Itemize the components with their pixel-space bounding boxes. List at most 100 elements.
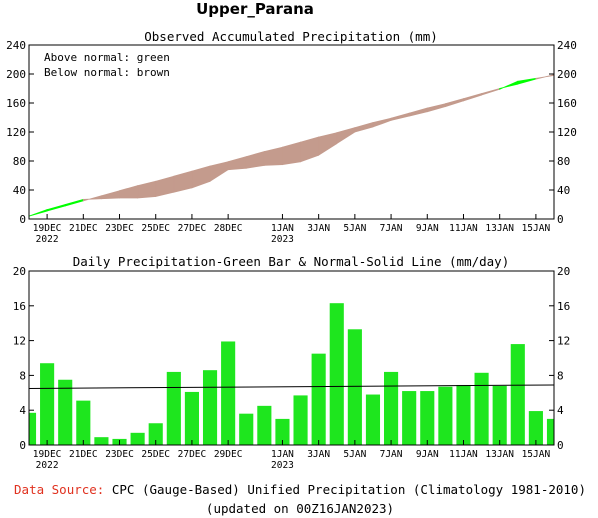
accumulated-ytick-label-left: 80 xyxy=(13,155,26,168)
daily-bar xyxy=(184,391,199,445)
accumulated-xtick-label: 27DEC xyxy=(178,223,207,234)
daily-bar xyxy=(166,371,181,445)
daily-bar xyxy=(58,379,73,445)
above-normal-area-segment xyxy=(64,198,84,207)
daily-bar xyxy=(347,329,362,445)
accumulated-year-label: 2023 xyxy=(271,234,294,245)
daily-xtick-label: 5JAN xyxy=(343,449,366,460)
accumulated-ytick-label-right: 240 xyxy=(557,39,577,52)
below-normal-area-segment xyxy=(390,112,410,121)
legend-below-normal: Below normal: brown xyxy=(44,66,170,79)
daily-bar xyxy=(546,418,554,445)
below-normal-area-segment xyxy=(463,93,482,102)
accumulated-xtick-label: 19DEC xyxy=(33,223,62,234)
daily-bar xyxy=(456,384,471,445)
below-normal-area-segment xyxy=(101,190,120,200)
updated-timestamp: (updated on 00Z16JAN2023) xyxy=(206,501,394,516)
data-source-spacer xyxy=(104,482,112,497)
accumulated-xtick-label: 21DEC xyxy=(69,223,98,234)
data-source-label: Data Source: xyxy=(14,482,104,497)
daily-plot-frame xyxy=(28,270,555,446)
below-normal-area-segment xyxy=(354,122,374,133)
accumulated-ytick-label-left: 120 xyxy=(6,126,26,139)
daily-bar xyxy=(365,394,381,445)
daily-ytick-label-right: 4 xyxy=(557,404,564,417)
daily-bar xyxy=(257,405,272,445)
daily-xtick-label: 1JAN xyxy=(271,449,294,460)
daily-bar xyxy=(94,437,109,445)
accumulated-xtick-label: 5JAN xyxy=(343,223,366,234)
accumulated-ytick-label-right: 80 xyxy=(557,155,570,168)
daily-xtick-label: 21DEC xyxy=(69,449,98,460)
below-normal-area-segment xyxy=(82,195,102,202)
daily-bars-layer xyxy=(29,303,554,445)
daily-bar xyxy=(202,370,218,445)
above-normal-area-segment xyxy=(517,77,537,85)
daily-bar xyxy=(40,363,55,445)
accumulated-year-label: 2022 xyxy=(36,234,59,245)
daily-bar xyxy=(492,385,507,445)
below-normal-area-segment xyxy=(444,98,464,108)
daily-bar xyxy=(221,341,236,445)
daily-bar xyxy=(311,353,326,445)
accumulated-ytick-label-left: 40 xyxy=(13,184,26,197)
daily-bar xyxy=(275,418,290,445)
daily-bar xyxy=(130,432,145,445)
daily-xtick-label: 11JAN xyxy=(449,449,478,460)
daily-bar xyxy=(474,372,489,445)
daily-xtick-label: 27DEC xyxy=(178,449,207,460)
above-normal-area-segment xyxy=(46,203,66,212)
below-normal-area-segment xyxy=(173,170,193,193)
accumulated-xtick-label: 7JAN xyxy=(380,223,403,234)
daily-ytick-label-right: 16 xyxy=(557,300,570,313)
accumulated-ytick-label-right: 160 xyxy=(557,97,577,110)
daily-ytick-label-right: 12 xyxy=(557,335,570,348)
above-normal-area-segment xyxy=(499,80,519,90)
below-normal-area-segment xyxy=(372,117,392,128)
daily-bar xyxy=(148,423,163,445)
daily-ytick-label-left: 12 xyxy=(13,335,26,348)
page-title: Upper_Parana xyxy=(196,0,314,18)
accumulated-chart: Observed Accumulated Precipitation (mm) … xyxy=(6,29,577,245)
daily-xtick-label: 19DEC xyxy=(33,449,62,460)
daily-chart: Daily Precipitation-Green Bar & Normal-S… xyxy=(13,254,571,471)
daily-xtick-label: 23DEC xyxy=(105,449,134,460)
below-normal-area-segment xyxy=(209,161,229,183)
daily-bar xyxy=(76,400,91,445)
accumulated-ytick-label-right: 0 xyxy=(557,213,564,226)
accumulated-ytick-label-left: 0 xyxy=(19,213,26,226)
daily-ytick-label-right: 20 xyxy=(557,265,570,278)
daily-bar xyxy=(420,391,435,445)
below-normal-area-segment xyxy=(137,180,157,199)
accumulated-xtick-label: 1JAN xyxy=(271,223,294,234)
daily-xtick-label: 7JAN xyxy=(380,449,403,460)
daily-xtick-label: 15JAN xyxy=(522,449,551,460)
daily-xtick-label: 25DEC xyxy=(141,449,170,460)
below-normal-area-segment xyxy=(263,146,283,166)
below-normal-area-segment xyxy=(245,151,265,169)
daily-chart-title: Daily Precipitation-Green Bar & Normal-S… xyxy=(73,254,510,269)
accumulated-area-layer xyxy=(28,74,555,217)
accumulated-xtick-label: 25DEC xyxy=(141,223,170,234)
daily-ytick-label-left: 16 xyxy=(13,300,26,313)
accumulated-ytick-label-left: 240 xyxy=(6,39,26,52)
below-normal-area-segment xyxy=(481,87,501,96)
accumulated-xtick-label: 13JAN xyxy=(485,223,514,234)
below-normal-area-segment xyxy=(336,127,356,145)
daily-bar xyxy=(384,371,399,445)
daily-xtick-label: 9JAN xyxy=(416,449,439,460)
below-normal-area-segment xyxy=(155,175,175,198)
below-normal-area-segment xyxy=(426,103,446,113)
daily-ytick-label-left: 8 xyxy=(19,369,26,382)
daily-ytick-label-right: 8 xyxy=(557,369,564,382)
daily-year-label: 2022 xyxy=(36,460,59,471)
daily-xtick-label: 13JAN xyxy=(485,449,514,460)
accumulated-xtick-label: 23DEC xyxy=(105,223,134,234)
accumulated-ytick-label-right: 200 xyxy=(557,68,577,81)
accumulated-xtick-label: 3JAN xyxy=(307,223,330,234)
accumulated-ytick-label-left: 160 xyxy=(6,97,26,110)
below-normal-area-segment xyxy=(227,156,247,171)
daily-bar xyxy=(293,395,308,445)
